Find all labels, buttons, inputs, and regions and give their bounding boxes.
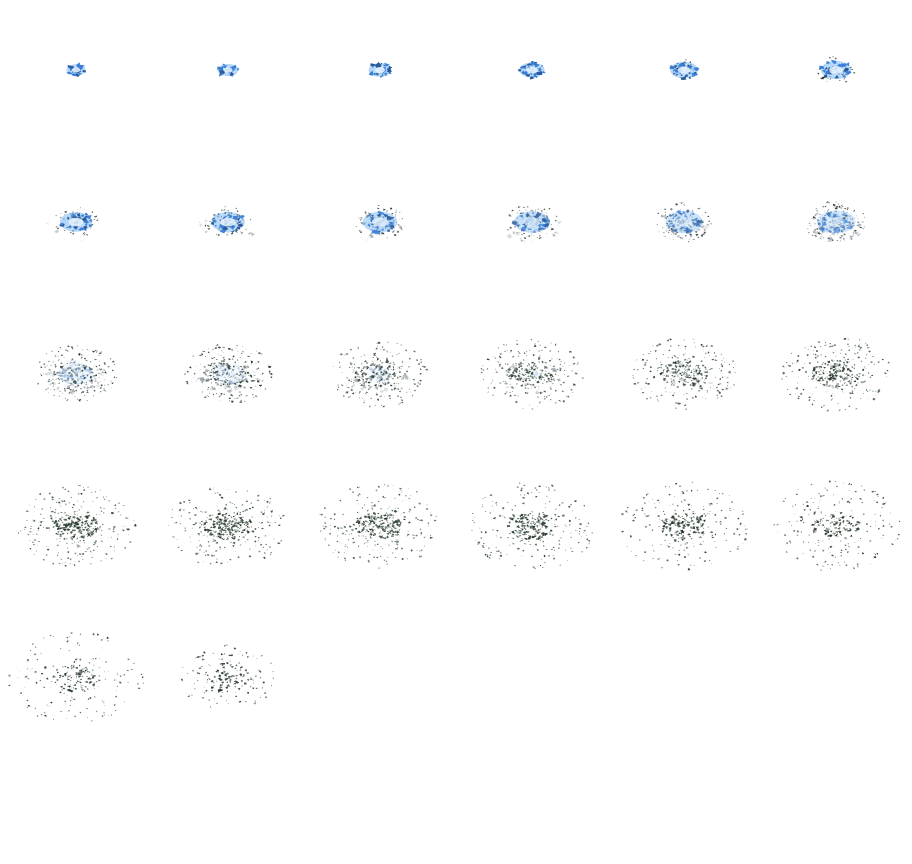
explosion-sprite <box>817 56 856 83</box>
explosion-sprite <box>167 487 286 565</box>
sprite-frame-20 <box>152 456 304 608</box>
sprite-frame-17 <box>608 304 760 456</box>
sprite-frame-16 <box>456 304 608 456</box>
sprite-frame-2 <box>152 0 304 152</box>
sprite-frame-6 <box>760 0 912 152</box>
sprite-frame-4 <box>456 0 608 152</box>
sprite-frame-26 <box>152 608 304 760</box>
sprite-frame-24 <box>760 456 912 608</box>
sprite-frame-11 <box>608 152 760 304</box>
sprite-frame-5 <box>608 0 760 152</box>
sprite-frame-13 <box>0 304 152 456</box>
sprite-frame-25 <box>0 608 152 760</box>
explosion-sprite <box>632 338 736 410</box>
explosion-sprite <box>199 206 256 237</box>
explosion-sprite <box>17 484 137 567</box>
sprite-frame-23 <box>608 456 760 608</box>
explosion-sprite <box>66 62 86 77</box>
sprite-frame-14 <box>152 304 304 456</box>
sprite-frame-22 <box>456 456 608 608</box>
explosion-sprite <box>7 632 144 722</box>
sprite-frame-18 <box>760 304 912 456</box>
explosion-sprite <box>355 204 406 241</box>
explosion-sprite <box>37 345 118 402</box>
explosion-sprite <box>332 341 429 408</box>
explosion-sprite <box>471 482 593 570</box>
explosion-sprite <box>506 206 563 243</box>
explosion-sprite <box>781 337 890 412</box>
explosion-sprite <box>216 63 240 77</box>
explosion-sprite <box>180 644 274 708</box>
explosion-sprite <box>480 338 585 410</box>
sprite-frame-10 <box>456 152 608 304</box>
explosion-sprite <box>183 344 273 403</box>
explosion-sprite <box>517 60 546 80</box>
sprite-frame-1 <box>0 0 152 152</box>
explosion-sprite <box>773 480 901 571</box>
sprite-frame-21 <box>304 456 456 608</box>
explosion-sprite <box>656 201 713 243</box>
explosion-sprite <box>368 62 393 78</box>
sprite-frame-8 <box>152 152 304 304</box>
sprite-frame-12 <box>760 152 912 304</box>
sprite-frame-19 <box>0 456 152 608</box>
sprite-frame-9 <box>304 152 456 304</box>
sprite-frame-7 <box>0 152 152 304</box>
explosion-sprite <box>669 59 700 80</box>
explosion-sprite <box>319 483 437 569</box>
sprite-frame-15 <box>304 304 456 456</box>
sprite-frame-3 <box>304 0 456 152</box>
explosion-sprite <box>620 481 748 571</box>
explosion-sprite <box>807 201 866 243</box>
explosion-sprite <box>45 207 99 242</box>
